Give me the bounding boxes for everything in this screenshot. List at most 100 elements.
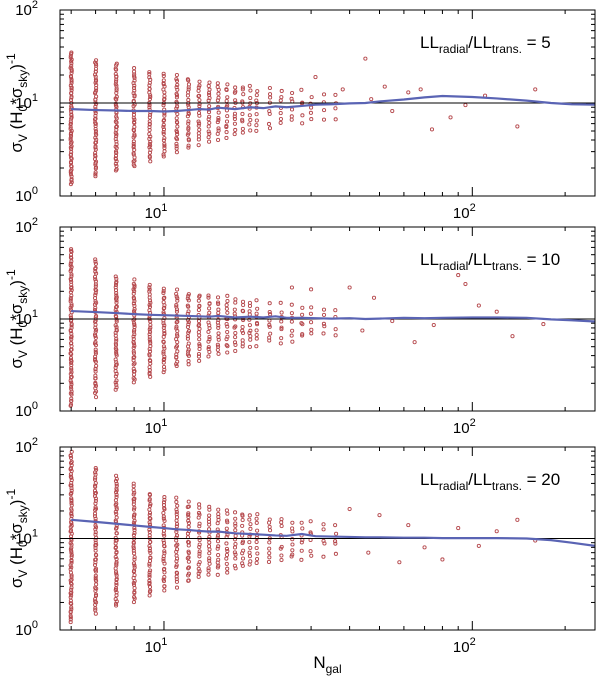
scatter-point xyxy=(254,298,259,303)
scatter-point xyxy=(233,552,238,557)
scatter-point xyxy=(300,305,305,310)
scatter-point xyxy=(309,305,314,310)
scatter-point xyxy=(289,302,294,307)
x-tick-base: 10 xyxy=(453,420,470,437)
y-tick-label: 102 xyxy=(15,216,38,236)
scatter-point xyxy=(69,248,74,253)
scatter-point xyxy=(147,105,152,110)
scatter-point xyxy=(93,599,98,604)
scatter-point xyxy=(371,295,377,300)
scatter-point xyxy=(175,319,180,324)
scatter-point xyxy=(161,556,166,561)
scatter-point xyxy=(197,545,202,550)
scatter-point xyxy=(186,121,191,126)
scatter-point xyxy=(267,517,272,522)
scatter-point xyxy=(207,80,212,85)
scatter-point xyxy=(114,163,119,168)
scatter-point xyxy=(148,143,153,148)
scatter-point xyxy=(147,282,152,287)
scatter-point xyxy=(93,505,98,510)
scatter-point xyxy=(224,119,230,124)
scatter-point xyxy=(114,601,119,606)
scatter-point xyxy=(186,131,191,136)
scatter-point xyxy=(197,333,202,338)
x-tick-exp: 2 xyxy=(470,636,476,648)
scatter-point xyxy=(240,512,245,517)
scatter-point xyxy=(224,552,230,558)
scatter-point xyxy=(390,318,395,324)
scatter-point xyxy=(132,74,137,79)
scatter-point xyxy=(114,483,119,488)
scatter-point xyxy=(69,362,74,368)
scatter-point xyxy=(114,305,119,310)
x-tick-label: 101 xyxy=(145,417,168,437)
scatter-point xyxy=(132,551,137,556)
scatter-point xyxy=(197,337,202,342)
scatter-point xyxy=(476,303,481,308)
scatter-point xyxy=(147,546,152,551)
scatter-point xyxy=(69,398,74,403)
scatter-point xyxy=(174,579,179,584)
scatter-point xyxy=(333,327,338,332)
scatter-point xyxy=(69,88,74,93)
scatter-point xyxy=(196,119,201,124)
scatter-point xyxy=(267,520,272,525)
scatter-point xyxy=(147,574,152,579)
scatter-point xyxy=(185,556,190,561)
scatter-point xyxy=(185,303,190,308)
scatter-point xyxy=(93,552,98,557)
scatter-point xyxy=(197,98,202,103)
scatter-point xyxy=(215,342,220,347)
scatter-point xyxy=(308,519,313,524)
scatter-point xyxy=(93,575,98,580)
scatter-point xyxy=(216,331,221,336)
ann-sub-radial: radial xyxy=(439,259,468,273)
scatter-point xyxy=(174,73,179,78)
scatter-point xyxy=(113,103,118,108)
scatter-point xyxy=(216,344,221,349)
scatter-point xyxy=(233,521,238,526)
scatter-point xyxy=(206,124,211,129)
scatter-point xyxy=(93,566,99,571)
scatter-point xyxy=(69,85,74,90)
scatter-point xyxy=(233,523,238,528)
scatter-point xyxy=(174,577,179,582)
scatter-point xyxy=(309,287,314,292)
scatter-point xyxy=(215,572,220,577)
scatter-point xyxy=(132,555,137,560)
scatter-point xyxy=(147,136,152,141)
scatter-point xyxy=(233,324,238,329)
scatter-point xyxy=(197,505,202,510)
scatter-point xyxy=(114,515,119,520)
scatter-point xyxy=(278,98,283,103)
scatter-point xyxy=(267,546,272,551)
ylab-sub-sky: sky xyxy=(16,286,30,304)
scatter-point xyxy=(113,149,119,154)
scatter-point xyxy=(186,524,191,529)
scatter-point xyxy=(206,566,211,571)
scatter-point xyxy=(196,88,201,93)
scatter-point xyxy=(207,504,212,509)
scatter-point xyxy=(69,174,74,179)
scatter-point xyxy=(174,535,179,540)
scatter-point xyxy=(254,311,259,316)
scatter-point xyxy=(197,342,202,347)
scatter-point xyxy=(429,127,435,132)
scatter-point xyxy=(69,112,74,117)
scatter-point xyxy=(333,551,338,556)
scatter-point xyxy=(131,349,136,354)
scatter-point xyxy=(248,117,253,123)
scatter-point xyxy=(196,330,201,335)
scatter-point xyxy=(186,105,191,110)
scatter-point xyxy=(197,542,202,547)
scatter-point xyxy=(69,574,74,579)
scatter-point xyxy=(224,518,230,523)
scatter-point xyxy=(196,319,202,324)
scatter-point xyxy=(279,95,284,100)
scatter-point xyxy=(175,124,180,129)
scatter-point xyxy=(247,122,252,127)
scatter-point xyxy=(148,325,153,330)
scatter-point xyxy=(278,120,283,125)
ylab-star-sigma: *σ xyxy=(7,87,26,105)
scatter-point xyxy=(147,512,152,517)
